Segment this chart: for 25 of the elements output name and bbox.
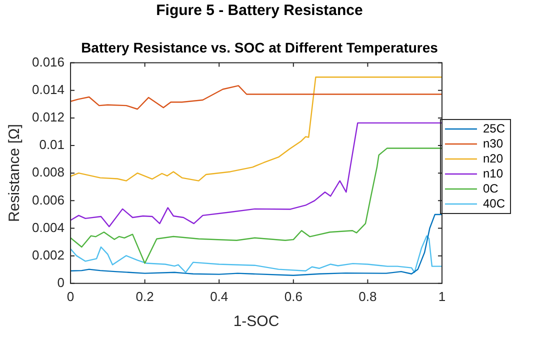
chart-subtitle: Battery Resistance vs. SOC at Different Temperatures: [81, 39, 438, 56]
legend-label: n20: [482, 151, 504, 166]
y-tick-label: 0.008: [32, 164, 65, 180]
y-axis-title: Resistance [Ω]: [6, 124, 24, 222]
legend-label: 25C: [482, 121, 506, 136]
y-tick-label: 0.004: [32, 220, 65, 235]
legend-label: 0C: [482, 181, 499, 196]
chart-title: Figure 5 - Battery Resistance: [156, 2, 363, 20]
x-tick-label: 1: [438, 288, 446, 304]
x-tick-label: 0.6: [284, 288, 302, 304]
y-tick-label: 0.016: [32, 54, 65, 70]
legend-label: n30: [482, 136, 504, 150]
legend-label: n10: [482, 166, 504, 180]
x-tick-label: 0: [66, 288, 74, 304]
x-axis-title: 1-SOC: [233, 313, 280, 330]
y-tick-label: 0.01: [39, 137, 65, 152]
y-tick-label: 0.012: [32, 110, 65, 125]
y-tick-label: 0.006: [32, 192, 65, 208]
x-tick-label: 0.2: [136, 288, 154, 304]
y-tick-label: 0.002: [32, 247, 65, 262]
x-tick-label: 0.8: [358, 288, 377, 304]
y-tick-label: 0: [57, 274, 65, 290]
x-tick-label: 0.4: [210, 288, 228, 304]
legend-label: 40C: [482, 196, 506, 210]
y-tick-label: 0.014: [32, 82, 65, 97]
